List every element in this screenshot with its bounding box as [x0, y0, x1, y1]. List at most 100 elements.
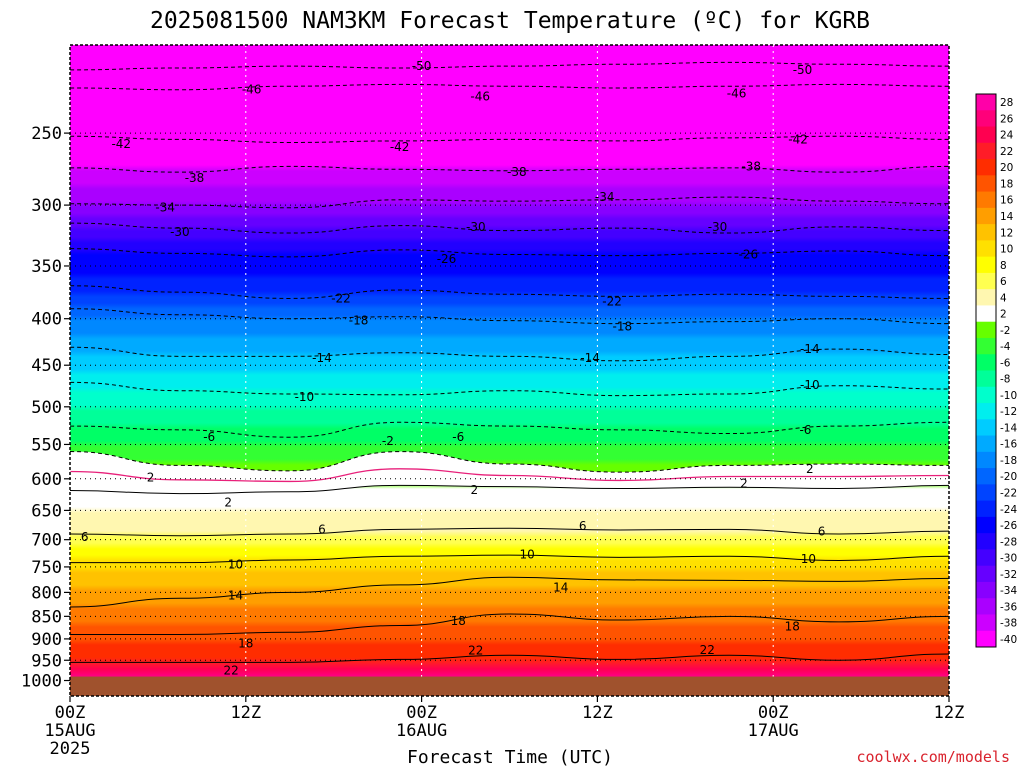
isotherm-label: 6: [579, 519, 587, 533]
isotherm-label: -38: [507, 165, 527, 179]
isotherm-label: -42: [788, 132, 808, 146]
colorbar-label: 14: [1000, 211, 1014, 223]
y-tick-label: 250: [31, 124, 62, 144]
y-tick-label: 500: [31, 398, 62, 418]
colorbar-swatch: [976, 305, 996, 323]
y-tick-label: 600: [31, 470, 62, 490]
colorbar-label: 6: [1000, 276, 1007, 288]
x-tick-time: 00Z: [406, 703, 437, 723]
isotherm-label: -26: [738, 248, 758, 262]
isotherm-label: 2: [740, 476, 748, 490]
isotherm-label: 2: [806, 462, 814, 476]
colorbar-swatch: [976, 207, 996, 225]
isotherm-label: 10: [519, 548, 534, 562]
colorbar-label: -14: [1000, 422, 1017, 434]
x-axis-label: Forecast Time (UTC): [407, 747, 613, 768]
y-tick-label: 350: [31, 257, 62, 277]
freezing-band: [70, 451, 949, 494]
colorbar-label: 12: [1000, 227, 1013, 239]
y-tick-label: 800: [31, 583, 62, 603]
colorbar-label: -4: [1000, 341, 1011, 353]
isotherm-label: -30: [170, 225, 190, 239]
freezing-band-area: [70, 451, 949, 494]
x-tick-time: 00Z: [758, 703, 789, 723]
grid: [70, 45, 949, 696]
colorbar-swatch: [976, 240, 996, 258]
y-tick-label: 900: [31, 630, 62, 650]
isotherm-label: 18: [451, 614, 466, 628]
colorbar-swatch: [976, 484, 996, 502]
isotherm-label: 2: [224, 495, 232, 509]
colorbar-swatch: [976, 354, 996, 371]
colorbar-swatch: [976, 272, 996, 290]
colorbar-swatch: [976, 191, 996, 209]
isotherm-label: -42: [111, 137, 131, 151]
isotherm-label: -6: [452, 430, 464, 444]
colorbar-label: 26: [1000, 113, 1014, 125]
colorbar-label: -28: [1000, 536, 1017, 548]
isotherm-6: [70, 527, 949, 537]
isotherm-label: 18: [238, 636, 253, 650]
colorbar-swatch: [976, 224, 996, 241]
isotherm-label: -6: [203, 430, 215, 444]
colorbar-swatch: [976, 581, 996, 599]
isotherm-label: 14: [228, 588, 243, 602]
colorbar-swatch: [976, 516, 996, 534]
isotherm--26: [70, 248, 949, 258]
isotherm-label: -42: [390, 140, 410, 154]
isotherm--46: [70, 83, 949, 91]
x-tick-year: 2025: [50, 739, 91, 759]
colorbar-label: 22: [1000, 146, 1013, 158]
isotherm-label: -30: [466, 220, 486, 234]
isotherm-label: 6: [818, 525, 826, 539]
isotherm-label: -50: [793, 63, 813, 77]
isotherm--22: [70, 285, 949, 299]
colorbar-label: -32: [1000, 569, 1017, 581]
colorbar-swatch: [976, 435, 996, 453]
isotherm--18: [70, 308, 949, 325]
isotherm-2: [70, 484, 949, 495]
colorbar-swatch: [976, 110, 996, 128]
y-tick-label: 550: [31, 435, 62, 455]
y-tick-label: 650: [31, 501, 62, 521]
isotherm-label: -14: [580, 351, 600, 365]
y-tick-label: 1000: [21, 672, 62, 692]
colorbar-label: 4: [1000, 292, 1007, 304]
colorbar-label: 16: [1000, 195, 1014, 207]
isotherm-label: 6: [318, 522, 326, 536]
x-tick-time: 12Z: [934, 703, 965, 723]
isotherm-label: 22: [224, 664, 239, 678]
isotherm--2: [70, 451, 949, 473]
isotherm--6: [70, 421, 949, 438]
isotherm--50: [70, 61, 949, 71]
isotherm-label: -22: [331, 291, 351, 305]
isotherm-label: -6: [799, 423, 811, 437]
isotherm-label: 2: [471, 483, 479, 497]
isotherm--42: [70, 135, 949, 143]
isotherm-label: -50: [412, 59, 432, 73]
colorbar-label: 28: [1000, 97, 1013, 109]
y-tick-label: 400: [31, 310, 62, 330]
isotherm--34: [70, 196, 949, 209]
isotherm-label: -46: [727, 86, 747, 100]
colorbar-label: -16: [1000, 439, 1017, 451]
x-tick-time: 12Z: [230, 703, 261, 723]
colorbar: 28 26 24 22 20 18 16 14 12 10 8 6 4 2 -2 -4 -6 -8 -10 -12 -1…: [975, 93, 1017, 648]
isotherm-14: [70, 576, 949, 608]
colorbar-swatch: [976, 468, 996, 485]
isotherm--10: [70, 381, 949, 397]
isotherm-label: 22: [700, 643, 715, 657]
isotherm-18: [70, 613, 949, 635]
colorbar-swatch: [976, 386, 996, 404]
colorbar-label: 20: [1000, 162, 1013, 174]
y-tick-label: 450: [31, 356, 62, 376]
isotherm-label: 6: [81, 530, 89, 544]
colorbar-swatch: [976, 321, 996, 339]
colorbar-label: 24: [1000, 130, 1014, 142]
isotherm-label: -14: [800, 342, 820, 356]
colorbar-label: 18: [1000, 178, 1013, 190]
y-tick-label: 850: [31, 607, 62, 627]
isotherm-label: -46: [470, 90, 490, 104]
isotherm-label: -34: [595, 190, 615, 204]
